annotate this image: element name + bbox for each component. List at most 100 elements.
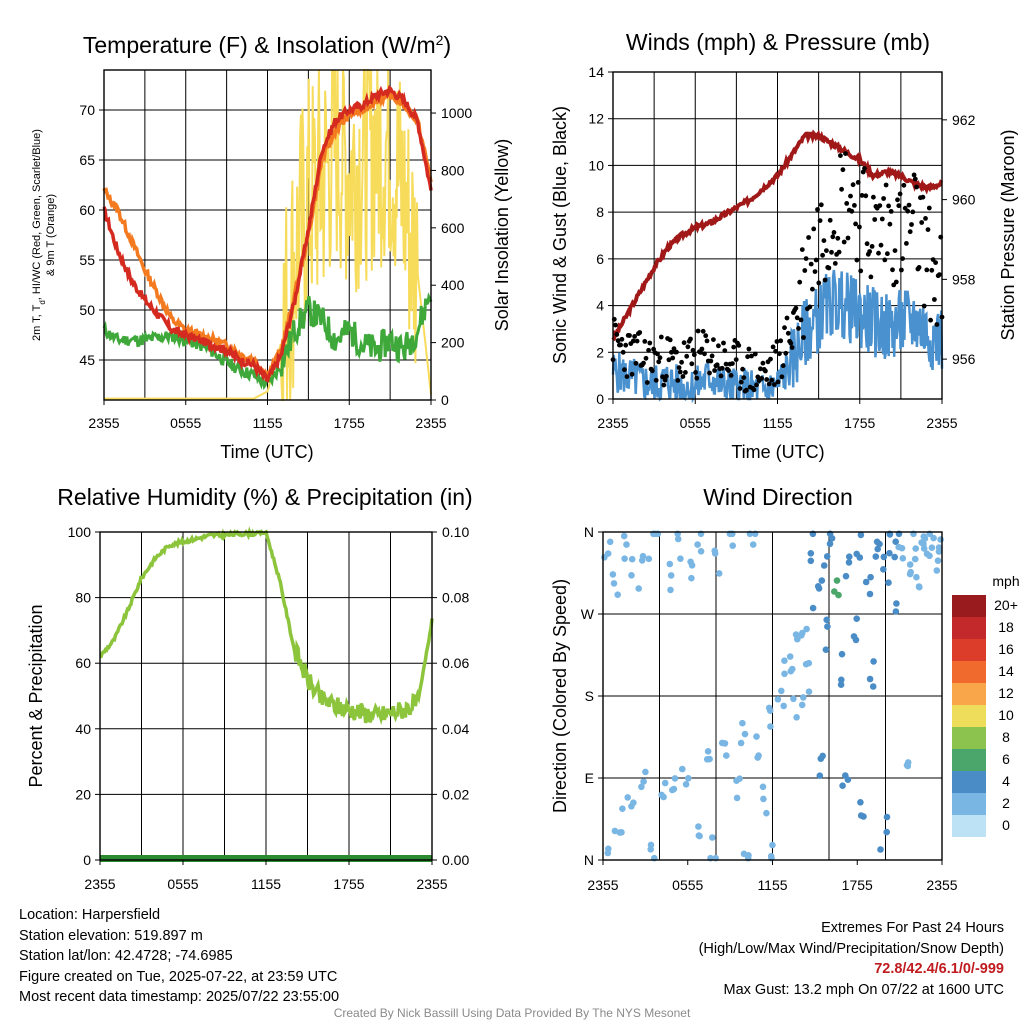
gust-point	[784, 315, 790, 321]
station-latlon: Station lat/lon: 42.4728; -74.6985	[19, 948, 233, 964]
gust-point	[637, 330, 643, 335]
gust-point	[878, 242, 884, 248]
gust-point	[794, 315, 800, 321]
gust-point	[901, 182, 907, 188]
direction-point	[695, 832, 703, 839]
direction-point	[677, 555, 684, 562]
gust-point	[906, 202, 912, 208]
y-tick-label: 0	[83, 852, 91, 868]
y-tick-label: 55	[79, 252, 95, 268]
series-sonic-wind	[611, 269, 944, 404]
direction-point	[838, 676, 845, 684]
direction-point	[920, 533, 928, 540]
direction-point	[886, 531, 894, 538]
gust-point	[685, 344, 691, 350]
gust-point	[766, 381, 772, 387]
winds-title: Winds (mph) & Pressure (mb)	[626, 29, 930, 55]
gust-point	[745, 354, 750, 360]
direction-point	[723, 752, 730, 759]
direction-point	[885, 579, 892, 586]
y-tick-label: 50	[79, 302, 95, 318]
direction-point	[667, 586, 674, 594]
direction-point	[799, 629, 806, 637]
gust-point	[785, 330, 791, 336]
gust-point	[684, 353, 690, 359]
gust-point	[676, 365, 682, 370]
gust-point	[723, 361, 729, 367]
gust-point	[681, 340, 687, 346]
gust-point	[824, 248, 829, 254]
gust-point	[881, 196, 886, 201]
x-tick-label: 1755	[334, 415, 365, 431]
legend-swatch	[952, 617, 986, 639]
x-tick-label: 2355	[88, 415, 119, 431]
station-elevation: Station elevation: 519.897 m	[19, 927, 203, 944]
y-tick-label: 80	[75, 590, 91, 606]
gust-point	[799, 247, 805, 253]
legend-swatch	[952, 639, 986, 661]
gust-point	[770, 344, 776, 350]
gust-point	[845, 235, 851, 241]
y-tick-label: 8	[596, 204, 604, 220]
direction-point	[826, 540, 834, 548]
direction-point	[661, 779, 669, 787]
gust-point	[620, 349, 626, 355]
direction-points	[601, 530, 944, 862]
direction-point	[926, 552, 933, 560]
gust-point	[782, 325, 787, 331]
direction-point	[721, 740, 729, 747]
gust-point	[704, 338, 710, 344]
y-tick-label: 962	[952, 112, 976, 128]
credit-line: Created By Nick Bassill Using Data Provi…	[333, 1006, 691, 1020]
gust-point	[754, 382, 759, 388]
gust-point	[820, 252, 825, 258]
gust-point	[808, 261, 814, 267]
direction-point	[647, 846, 654, 853]
legend-label: 18	[998, 619, 1014, 635]
gust-point	[934, 322, 940, 327]
gust-point	[813, 257, 819, 263]
gust-point	[885, 251, 890, 257]
x-tick-label: 1155	[762, 415, 792, 431]
gust-point	[896, 203, 902, 209]
direction-point	[793, 714, 800, 721]
gust-point	[644, 380, 650, 385]
direction-point	[807, 550, 815, 557]
gust-point	[629, 371, 635, 377]
humidity-panel: Relative Humidity (%) & Precipitation (i…	[26, 484, 473, 892]
gust-point	[818, 202, 824, 208]
gust-point	[797, 279, 803, 285]
direction-point	[628, 803, 635, 810]
direction-point	[642, 768, 649, 776]
direction-point	[767, 852, 775, 860]
gust-point	[888, 209, 894, 214]
direction-point	[749, 541, 757, 548]
gust-point	[812, 269, 818, 274]
legend-swatch	[952, 705, 986, 727]
direction-title: Wind Direction	[703, 484, 853, 510]
humidity-ticks: 2355 0555 1155 1755 2355 0 20 40 60 80 100 0.00 0.02…	[68, 524, 470, 892]
direction-point	[833, 577, 841, 584]
legend-label: 10	[998, 707, 1014, 723]
gust-point	[871, 194, 876, 200]
legend-label: 12	[998, 685, 1014, 701]
gust-point	[730, 361, 735, 366]
direction-point	[741, 730, 749, 738]
gust-point	[683, 370, 688, 375]
gust-point	[623, 342, 629, 348]
gust-point	[822, 277, 828, 283]
x-tick-label: 1755	[333, 876, 364, 892]
gust-point	[634, 338, 640, 344]
gust-point	[642, 339, 648, 344]
gust-point	[653, 377, 659, 383]
humidity-grid	[100, 532, 432, 860]
gust-point	[744, 387, 749, 393]
y-tick-label: 14	[588, 64, 604, 80]
gust-point	[741, 375, 747, 380]
gust-point	[796, 326, 801, 331]
direction-point	[760, 795, 767, 803]
direction-grid	[603, 532, 942, 860]
winds-ticks: 2355 0555 1155 1755 2355 0 2 4 6 8 10 12 14 956 958 960…	[588, 64, 975, 431]
gust-point	[780, 363, 786, 369]
gust-point	[694, 375, 700, 381]
